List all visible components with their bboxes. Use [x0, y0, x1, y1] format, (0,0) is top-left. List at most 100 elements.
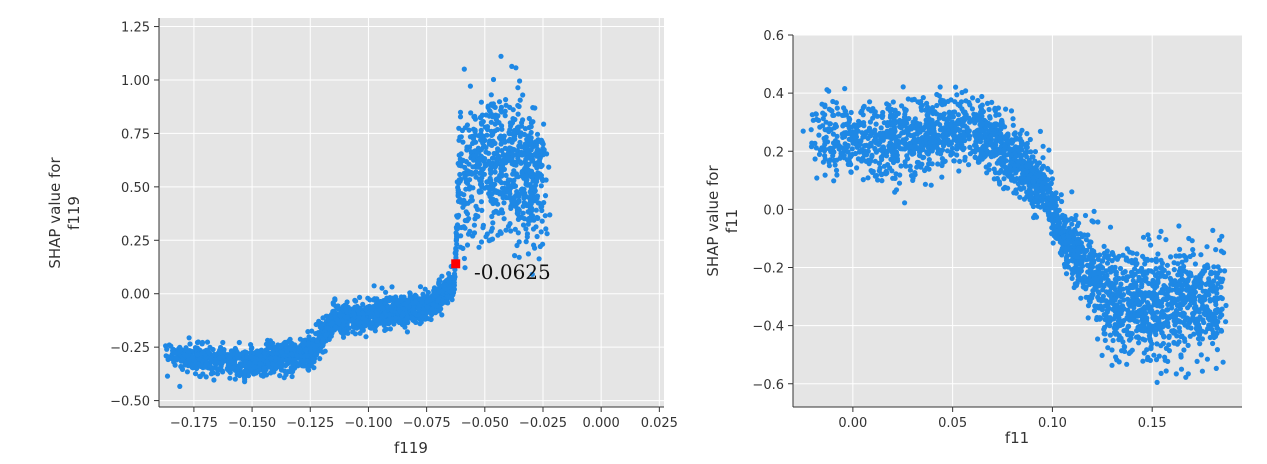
scatter-point — [827, 157, 833, 163]
scatter-point — [373, 317, 379, 323]
scatter-point — [515, 124, 522, 130]
scatter-point — [496, 210, 502, 216]
scatter-point — [488, 228, 494, 234]
scatter-point — [502, 145, 508, 151]
scatter-point — [899, 103, 905, 109]
scatter-point — [1158, 370, 1164, 376]
scatter-point — [248, 354, 254, 360]
scatter-point — [313, 321, 319, 328]
scatter-point — [470, 233, 476, 239]
scatter-point — [544, 231, 550, 237]
scatter-point — [1123, 257, 1129, 263]
scatter-point — [232, 345, 238, 352]
scatter-point — [476, 176, 482, 182]
scatter-point — [888, 156, 894, 162]
scatter-point — [1140, 358, 1146, 364]
scatter-point — [525, 251, 532, 257]
scatter-point — [1160, 340, 1166, 347]
scatter-point — [842, 86, 848, 92]
scatter-point — [856, 143, 862, 149]
scatter-point — [1176, 223, 1182, 229]
scatter-point — [1147, 336, 1153, 342]
scatter-point — [515, 85, 521, 91]
scatter-point — [939, 174, 945, 180]
scatter-point — [520, 222, 527, 228]
scatter-point — [1091, 270, 1098, 276]
scatter-point — [876, 168, 882, 174]
scatter-point — [867, 99, 873, 105]
scatter-point — [1117, 265, 1124, 272]
y-tick-label: 0.75 — [121, 127, 150, 142]
scatter-point — [957, 136, 963, 142]
scatter-point — [528, 170, 534, 176]
scatter-point — [236, 339, 242, 346]
scatter-point — [884, 101, 890, 107]
scatter-point — [515, 230, 521, 236]
scatter-point — [1190, 311, 1196, 317]
scatter-point — [492, 121, 498, 127]
scatter-point — [1102, 254, 1108, 260]
scatter-point — [1223, 302, 1229, 309]
scatter-point — [476, 156, 483, 162]
scatter-point — [535, 170, 541, 176]
scatter-point — [1190, 247, 1196, 253]
scatter-point — [1183, 269, 1189, 275]
scatter-point — [271, 369, 277, 375]
scatter-point — [262, 350, 268, 357]
scatter-point — [237, 372, 243, 379]
scatter-point — [879, 131, 885, 137]
scatter-point — [1153, 357, 1160, 363]
scatter-point — [1025, 176, 1032, 182]
scatter-point — [517, 78, 523, 84]
scatter-point — [335, 303, 341, 309]
scatter-point — [332, 310, 338, 316]
scatter-point — [928, 182, 934, 188]
scatter-point — [509, 63, 515, 69]
scatter-point — [484, 126, 491, 133]
scatter-point — [1145, 232, 1151, 238]
scatter-point — [453, 230, 459, 236]
scatter-point — [242, 368, 248, 374]
scatter-point — [425, 289, 431, 296]
scatter-point — [462, 201, 468, 207]
x-tick-label: −0.125 — [286, 416, 334, 431]
scatter-point — [357, 294, 363, 300]
scatter-point — [520, 92, 526, 98]
scatter-point — [476, 244, 482, 250]
scatter-point — [464, 122, 470, 128]
scatter-point — [876, 141, 882, 147]
scatter-point — [398, 294, 404, 300]
scatter-point — [524, 182, 531, 188]
chart-f11: 0.00 0.05 0.10 0.15 −0.6−0.4−0.20.00.20.40.… — [704, 29, 1242, 447]
scatter-point — [362, 306, 369, 312]
scatter-point — [902, 200, 908, 206]
scatter-point — [458, 151, 464, 157]
chart-f119: −0.175 −0.150 −0.125 −0.100 −0.075 −0.050 −0.0… — [46, 18, 678, 457]
scatter-point — [467, 198, 473, 204]
scatter-point — [356, 321, 362, 327]
scatter-point — [1185, 342, 1191, 348]
scatter-point — [487, 167, 493, 173]
scatter-point — [1131, 305, 1137, 311]
scatter-point — [526, 155, 532, 161]
scatter-point — [453, 254, 459, 261]
scatter-point — [967, 119, 973, 125]
scatter-point — [330, 300, 336, 306]
scatter-point — [517, 159, 523, 165]
scatter-point — [522, 165, 528, 171]
scatter-point — [967, 102, 973, 108]
scatter-point — [296, 346, 303, 352]
scatter-point — [218, 344, 224, 351]
scatter-point — [522, 141, 528, 147]
scatter-point — [1187, 296, 1193, 303]
scatter-point — [945, 98, 951, 104]
scatter-point — [320, 337, 326, 343]
scatter-point — [1167, 275, 1173, 281]
scatter-point — [1068, 230, 1074, 236]
scatter-point — [289, 373, 295, 380]
scatter-point — [514, 242, 520, 249]
scatter-point — [511, 177, 517, 183]
scatter-point — [1104, 272, 1110, 278]
scatter-point — [277, 373, 283, 379]
